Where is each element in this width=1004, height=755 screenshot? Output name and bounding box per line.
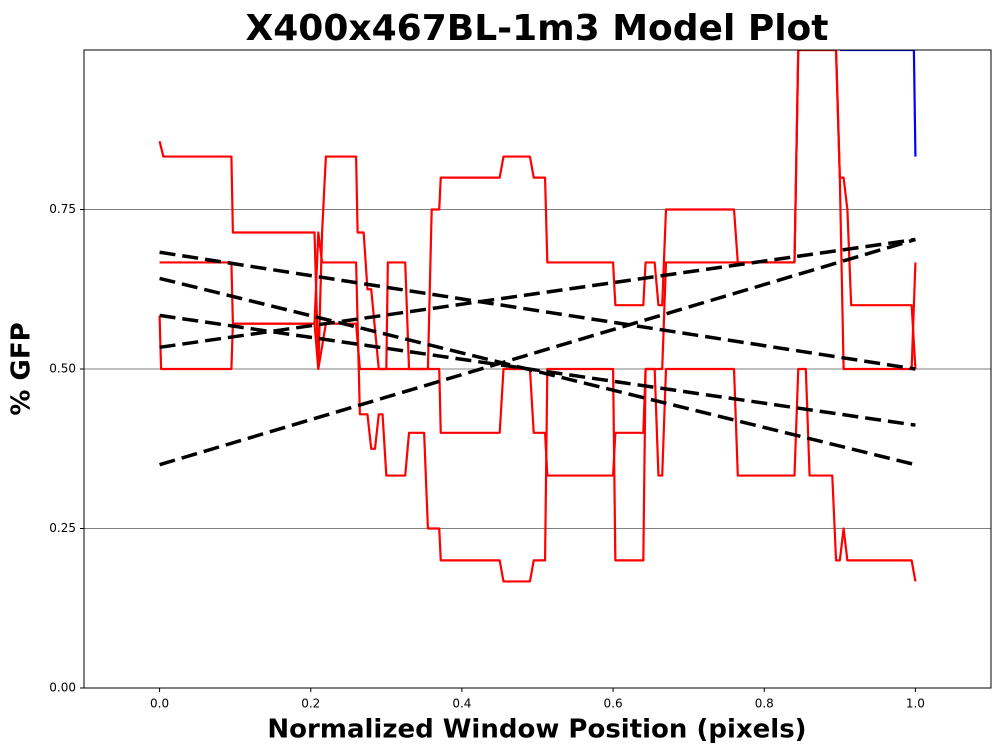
plot-lines	[158, 50, 917, 583]
x-tick-label: 0.0	[150, 697, 169, 711]
y-tick-label: 0.50	[49, 362, 76, 376]
x-tick-label: 1.0	[906, 697, 925, 711]
data-line	[159, 231, 917, 583]
y-tick-label: 0.75	[49, 202, 76, 216]
x-axis-label: Normalized Window Position (pixels)	[267, 715, 806, 745]
trend-line	[159, 276, 916, 467]
trend-line	[159, 237, 916, 467]
trend-line	[159, 250, 916, 371]
x-tick-label: 0.8	[755, 697, 774, 711]
x-tick-label: 0.6	[604, 697, 623, 711]
trend-line	[159, 237, 916, 350]
data-line	[839, 50, 917, 157]
data-line	[158, 50, 917, 477]
x-tick-label: 0.2	[301, 697, 320, 711]
trend-line	[159, 313, 916, 427]
y-tick-label: 0.25	[49, 521, 76, 535]
y-axis-label: % GFP	[7, 322, 37, 415]
y-tick-label: 0.00	[49, 681, 76, 695]
x-tick-label: 0.4	[452, 697, 471, 711]
chart-title: X400x467BL-1m3 Model Plot	[245, 8, 828, 49]
